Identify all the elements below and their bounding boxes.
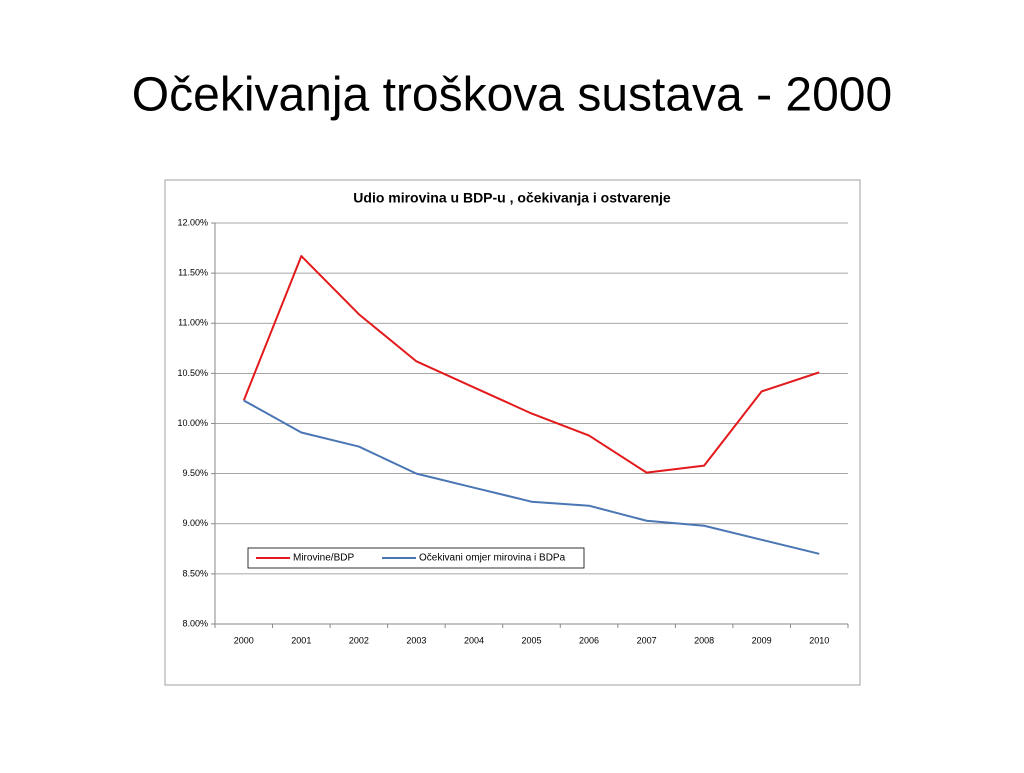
slide-title: Očekivanja troškova sustava - 2000 [132,69,892,122]
y-tick-label: 9.50% [182,468,208,478]
series-line [242,255,820,474]
x-tick-label: 2006 [579,635,599,645]
y-tick-label: 8.50% [182,568,208,578]
y-tick-label: 10.00% [177,418,208,428]
x-tick-label: 2004 [464,635,484,645]
x-tick-label: 2000 [234,635,254,645]
legend-label: Mirovine/BDP [293,553,354,564]
x-tick-label: 2002 [349,635,369,645]
legend-label: Očekivani omjer mirovina i BDPa [419,553,566,564]
chart-title: Udio mirovina u BDP-u , očekivanja i ost… [353,190,671,206]
y-tick-label: 9.00% [182,518,208,528]
x-tick-label: 2008 [694,635,714,645]
x-tick-label: 2010 [809,635,829,645]
y-tick-label: 8.00% [182,618,208,628]
x-tick-label: 2001 [291,635,311,645]
y-tick-label: 10.50% [177,368,208,378]
y-tick-label: 12.00% [177,217,208,227]
y-tick-label: 11.00% [178,318,208,328]
x-tick-label: 2005 [521,635,541,645]
series-line [243,399,820,555]
x-tick-label: 2009 [752,635,772,645]
y-tick-label: 11.50% [178,268,208,278]
x-tick-label: 2003 [406,635,426,645]
x-tick-label: 2007 [637,635,657,645]
chart-frame [164,179,861,686]
